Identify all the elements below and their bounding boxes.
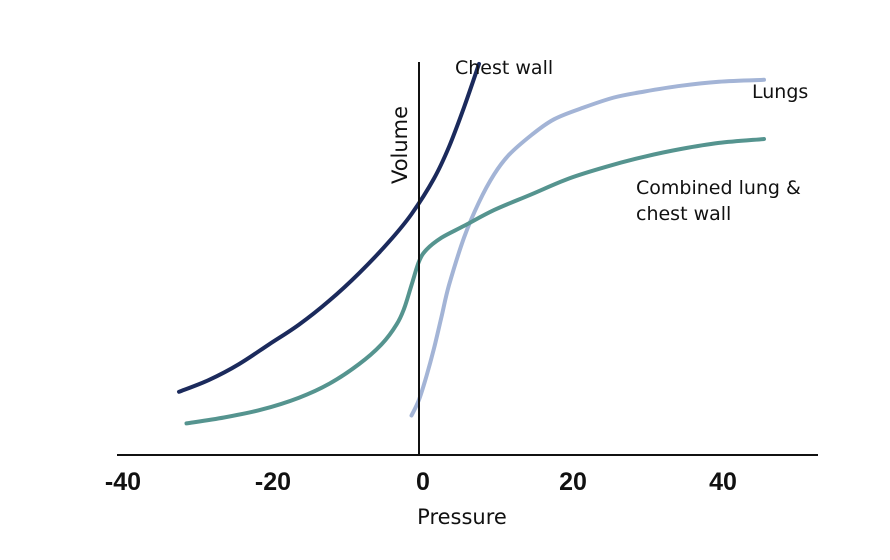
- series-label: Chest wall: [455, 57, 553, 79]
- series-label: Lungs: [752, 81, 808, 103]
- x-tick-label: 40: [709, 468, 737, 496]
- series-line-lungs: [409, 77, 766, 418]
- series-line-chest-wall: [177, 61, 481, 394]
- x-tick-label: -20: [255, 468, 291, 496]
- x-tick-label: 0: [416, 468, 430, 496]
- series-label: Combined lung &: [636, 177, 801, 199]
- y-axis-title: Volume: [388, 106, 412, 184]
- x-axis-title: Pressure: [417, 505, 507, 529]
- x-tick-label: 20: [559, 468, 587, 496]
- series-labels: Chest wall Lungs Combined lung & chest wall: [455, 57, 808, 225]
- x-tick-label: -40: [105, 468, 141, 496]
- series-label: chest wall: [636, 203, 731, 225]
- series-curves: [177, 61, 766, 426]
- x-tick-labels: -40 -20 0 20 40: [105, 468, 737, 496]
- series-line-combined-lung-chest-wall: [184, 137, 766, 426]
